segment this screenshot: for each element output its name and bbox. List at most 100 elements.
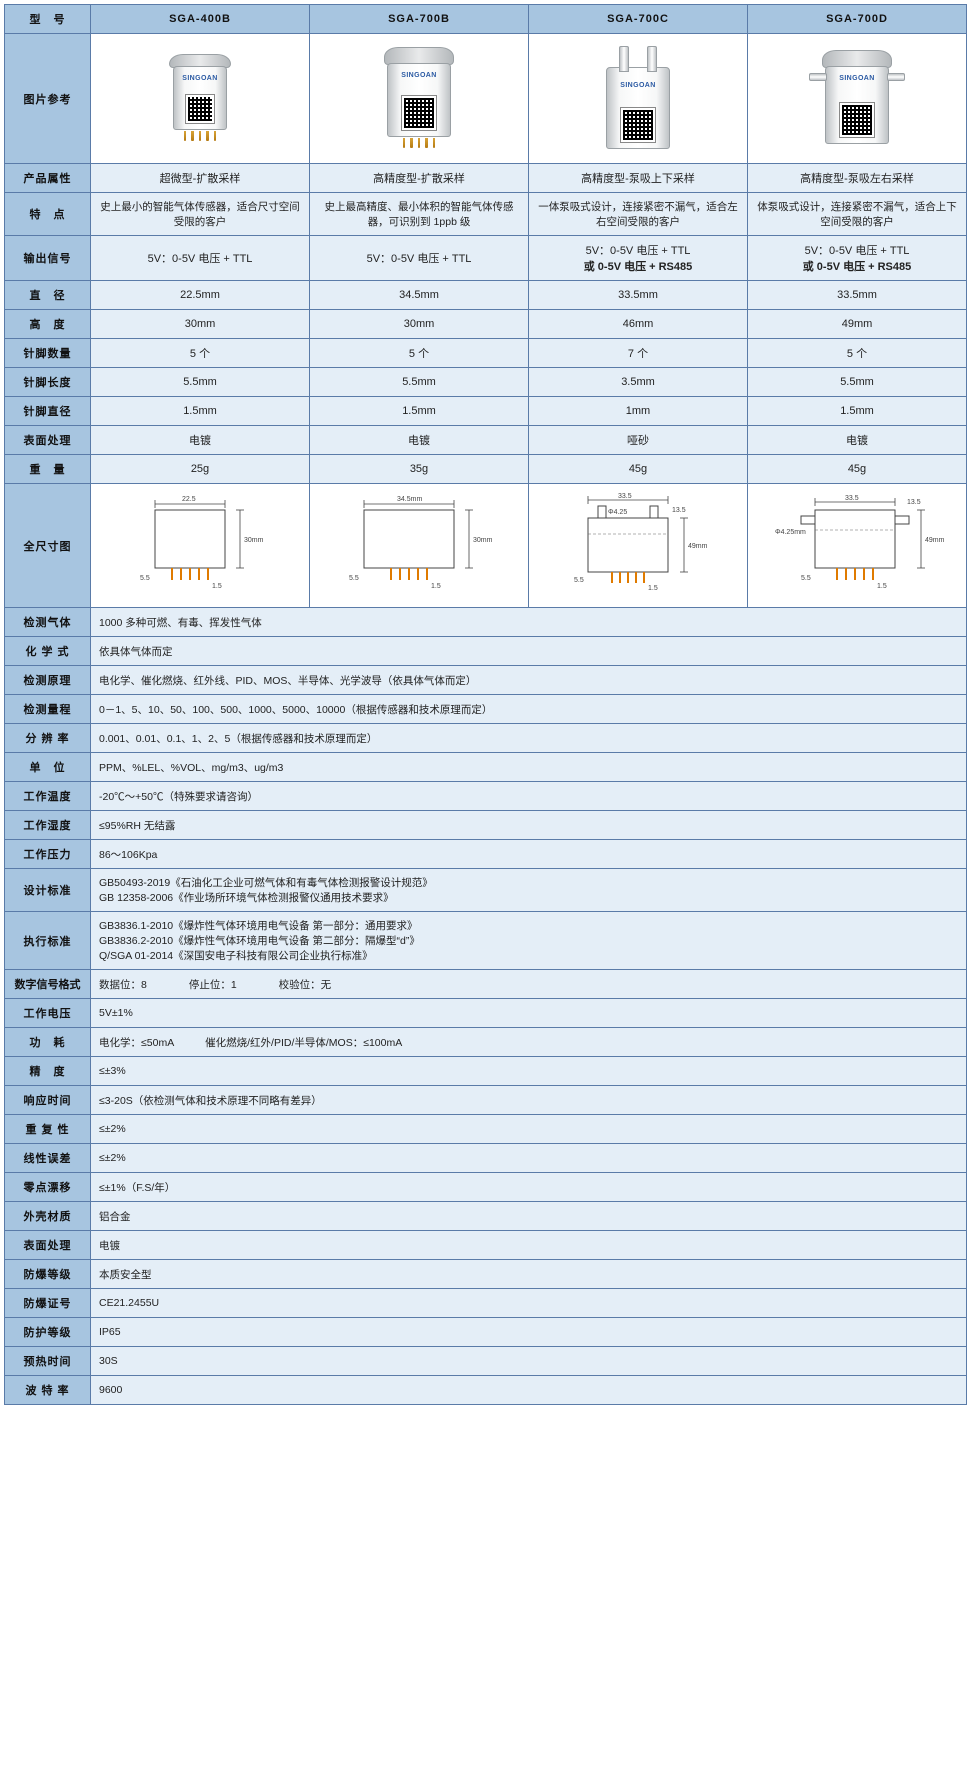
svg-text:13.5: 13.5 (672, 507, 686, 514)
svg-text:5.5: 5.5 (574, 577, 584, 584)
val-designstd: GB50493-2019《石油化工企业可燃气体和有毒气体检测报警设计规范》 GB… (91, 869, 967, 912)
col-model-label: 型 号 (5, 5, 91, 34)
label-image-ref: 图片参考 (5, 34, 91, 164)
dim-c2: 34.5mm 30mm 5.5 1.5 (310, 484, 529, 608)
img-m3: SINGOAN (529, 34, 748, 164)
svg-text:5.5: 5.5 (349, 575, 359, 582)
feat-c4: 体泵吸式设计，连接紧密不漏气，适合上下空间受限的客户 (748, 193, 967, 236)
dia-c3: 33.5mm (529, 281, 748, 310)
attr-c2: 高精度型-扩散采样 (310, 164, 529, 193)
label-digfmt: 数字信号格式 (5, 970, 91, 999)
val-principle: 电化学、催化燃烧、红外线、PID、MOS、半导体、光学波导（依具体气体而定） (91, 666, 967, 695)
label-lin: 线性误差 (5, 1144, 91, 1173)
weight-c3: 45g (529, 455, 748, 484)
dia-c4: 33.5mm (748, 281, 967, 310)
pinlen-c4: 5.5mm (748, 368, 967, 397)
val-shell: 铝合金 (91, 1202, 967, 1231)
val-lin: ≤±2% (91, 1144, 967, 1173)
label-feat: 特 点 (5, 193, 91, 236)
val-excert: CE21.2455U (91, 1289, 967, 1318)
val-repeat: ≤±2% (91, 1115, 967, 1144)
out-c2: 5V：0-5V 电压 + TTL (310, 236, 529, 281)
pindia-c2: 1.5mm (310, 397, 529, 426)
val-resp: ≤3-20S（依检测气体和技术原理不同略有差异） (91, 1086, 967, 1115)
label-surf2: 表面处理 (5, 1231, 91, 1260)
label-optemp: 工作温度 (5, 782, 91, 811)
val-preheat: 30S (91, 1347, 967, 1376)
label-principle: 检测原理 (5, 666, 91, 695)
svg-text:22.5: 22.5 (182, 496, 196, 503)
val-exlevel: 本质安全型 (91, 1260, 967, 1289)
val-oppress: 86～106Kpa (91, 840, 967, 869)
svg-text:1.5: 1.5 (877, 583, 887, 590)
svg-text:5.5: 5.5 (140, 575, 150, 582)
val-optemp: -20℃～+50℃（特殊要求请咨询） (91, 782, 967, 811)
weight-c4: 45g (748, 455, 967, 484)
out-c1: 5V：0-5V 电压 + TTL (91, 236, 310, 281)
label-fulldim: 全尺寸图 (5, 484, 91, 608)
svg-text:49mm: 49mm (688, 543, 708, 550)
pincount-c1: 5 个 (91, 339, 310, 368)
dim-c3: 33.5 Φ4.25 13.5 49mm 5.5 1.5 (529, 484, 748, 608)
label-designstd: 设计标准 (5, 869, 91, 912)
label-oppress: 工作压力 (5, 840, 91, 869)
val-chem: 依具体气体而定 (91, 637, 967, 666)
label-pincount: 针脚数量 (5, 339, 91, 368)
pincount-c4: 5 个 (748, 339, 967, 368)
label-baud: 波 特 率 (5, 1376, 91, 1405)
label-gas: 检测气体 (5, 608, 91, 637)
col-m1: SGA-400B (91, 5, 310, 34)
val-surf2: 电镀 (91, 1231, 967, 1260)
height-c1: 30mm (91, 310, 310, 339)
val-ophum: ≤95%RH 无结露 (91, 811, 967, 840)
svg-text:30mm: 30mm (244, 537, 264, 544)
surf1-c3: 哑砂 (529, 426, 748, 455)
img-m4: SINGOAN (748, 34, 967, 164)
svg-text:13.5: 13.5 (907, 499, 921, 506)
val-power: 电化学：≤50mA 催化燃烧/红外/PID/半导体/MOS：≤100mA (91, 1028, 967, 1057)
pinlen-c1: 5.5mm (91, 368, 310, 397)
val-range: 0－1、5、10、50、100、500、1000、5000、10000（根据传感… (91, 695, 967, 724)
label-range: 检测量程 (5, 695, 91, 724)
pindia-c4: 1.5mm (748, 397, 967, 426)
out-c4: 5V：0-5V 电压 + TTL或 0-5V 电压 + RS485 (748, 236, 967, 281)
label-dia: 直 径 (5, 281, 91, 310)
svg-text:33.5: 33.5 (618, 493, 632, 500)
val-execstd: GB3836.1-2010《爆炸性气体环境用电气设备 第一部分：通用要求》 GB… (91, 912, 967, 970)
val-opv: 5V±1% (91, 999, 967, 1028)
surf1-c1: 电镀 (91, 426, 310, 455)
header-row: 型 号 SGA-400B SGA-700B SGA-700C SGA-700D (5, 5, 967, 34)
pinlen-c2: 5.5mm (310, 368, 529, 397)
label-iplevel: 防护等级 (5, 1318, 91, 1347)
feat-c3: 一体泵吸式设计，连接紧密不漏气，适合左右空间受限的客户 (529, 193, 748, 236)
val-baud: 9600 (91, 1376, 967, 1405)
label-exlevel: 防爆等级 (5, 1260, 91, 1289)
dia-c2: 34.5mm (310, 281, 529, 310)
label-ophum: 工作湿度 (5, 811, 91, 840)
col-m4: SGA-700D (748, 5, 967, 34)
svg-text:Φ4.25: Φ4.25 (608, 509, 627, 516)
height-c3: 46mm (529, 310, 748, 339)
label-zero: 零点漂移 (5, 1173, 91, 1202)
svg-text:1.5: 1.5 (431, 583, 441, 590)
svg-text:5.5: 5.5 (801, 575, 811, 582)
feat-c1: 史上最小的智能气体传感器，适合尺寸空间受限的客户 (91, 193, 310, 236)
height-c2: 30mm (310, 310, 529, 339)
val-res: 0.001、0.01、0.1、1、2、5（根据传感器和技术原理而定） (91, 724, 967, 753)
surf1-c2: 电镀 (310, 426, 529, 455)
label-height: 高 度 (5, 310, 91, 339)
label-attr: 产品属性 (5, 164, 91, 193)
row-fulldim: 全尺寸图 22.5 30mm 5.5 1.5 34.5mm 30mm 5 (5, 484, 967, 608)
col-m2: SGA-700B (310, 5, 529, 34)
val-acc: ≤±3% (91, 1057, 967, 1086)
dim-c1: 22.5 30mm 5.5 1.5 (91, 484, 310, 608)
label-excert: 防爆证号 (5, 1289, 91, 1318)
label-shell: 外壳材质 (5, 1202, 91, 1231)
height-c4: 49mm (748, 310, 967, 339)
label-opv: 工作电压 (5, 999, 91, 1028)
weight-c1: 25g (91, 455, 310, 484)
svg-text:49mm: 49mm (925, 537, 945, 544)
dim-c4: 33.5 13.5 Φ4.25mm 49mm 5.5 1.5 (748, 484, 967, 608)
dia-c1: 22.5mm (91, 281, 310, 310)
val-gas: 1000 多种可燃、有毒、挥发性气体 (91, 608, 967, 637)
